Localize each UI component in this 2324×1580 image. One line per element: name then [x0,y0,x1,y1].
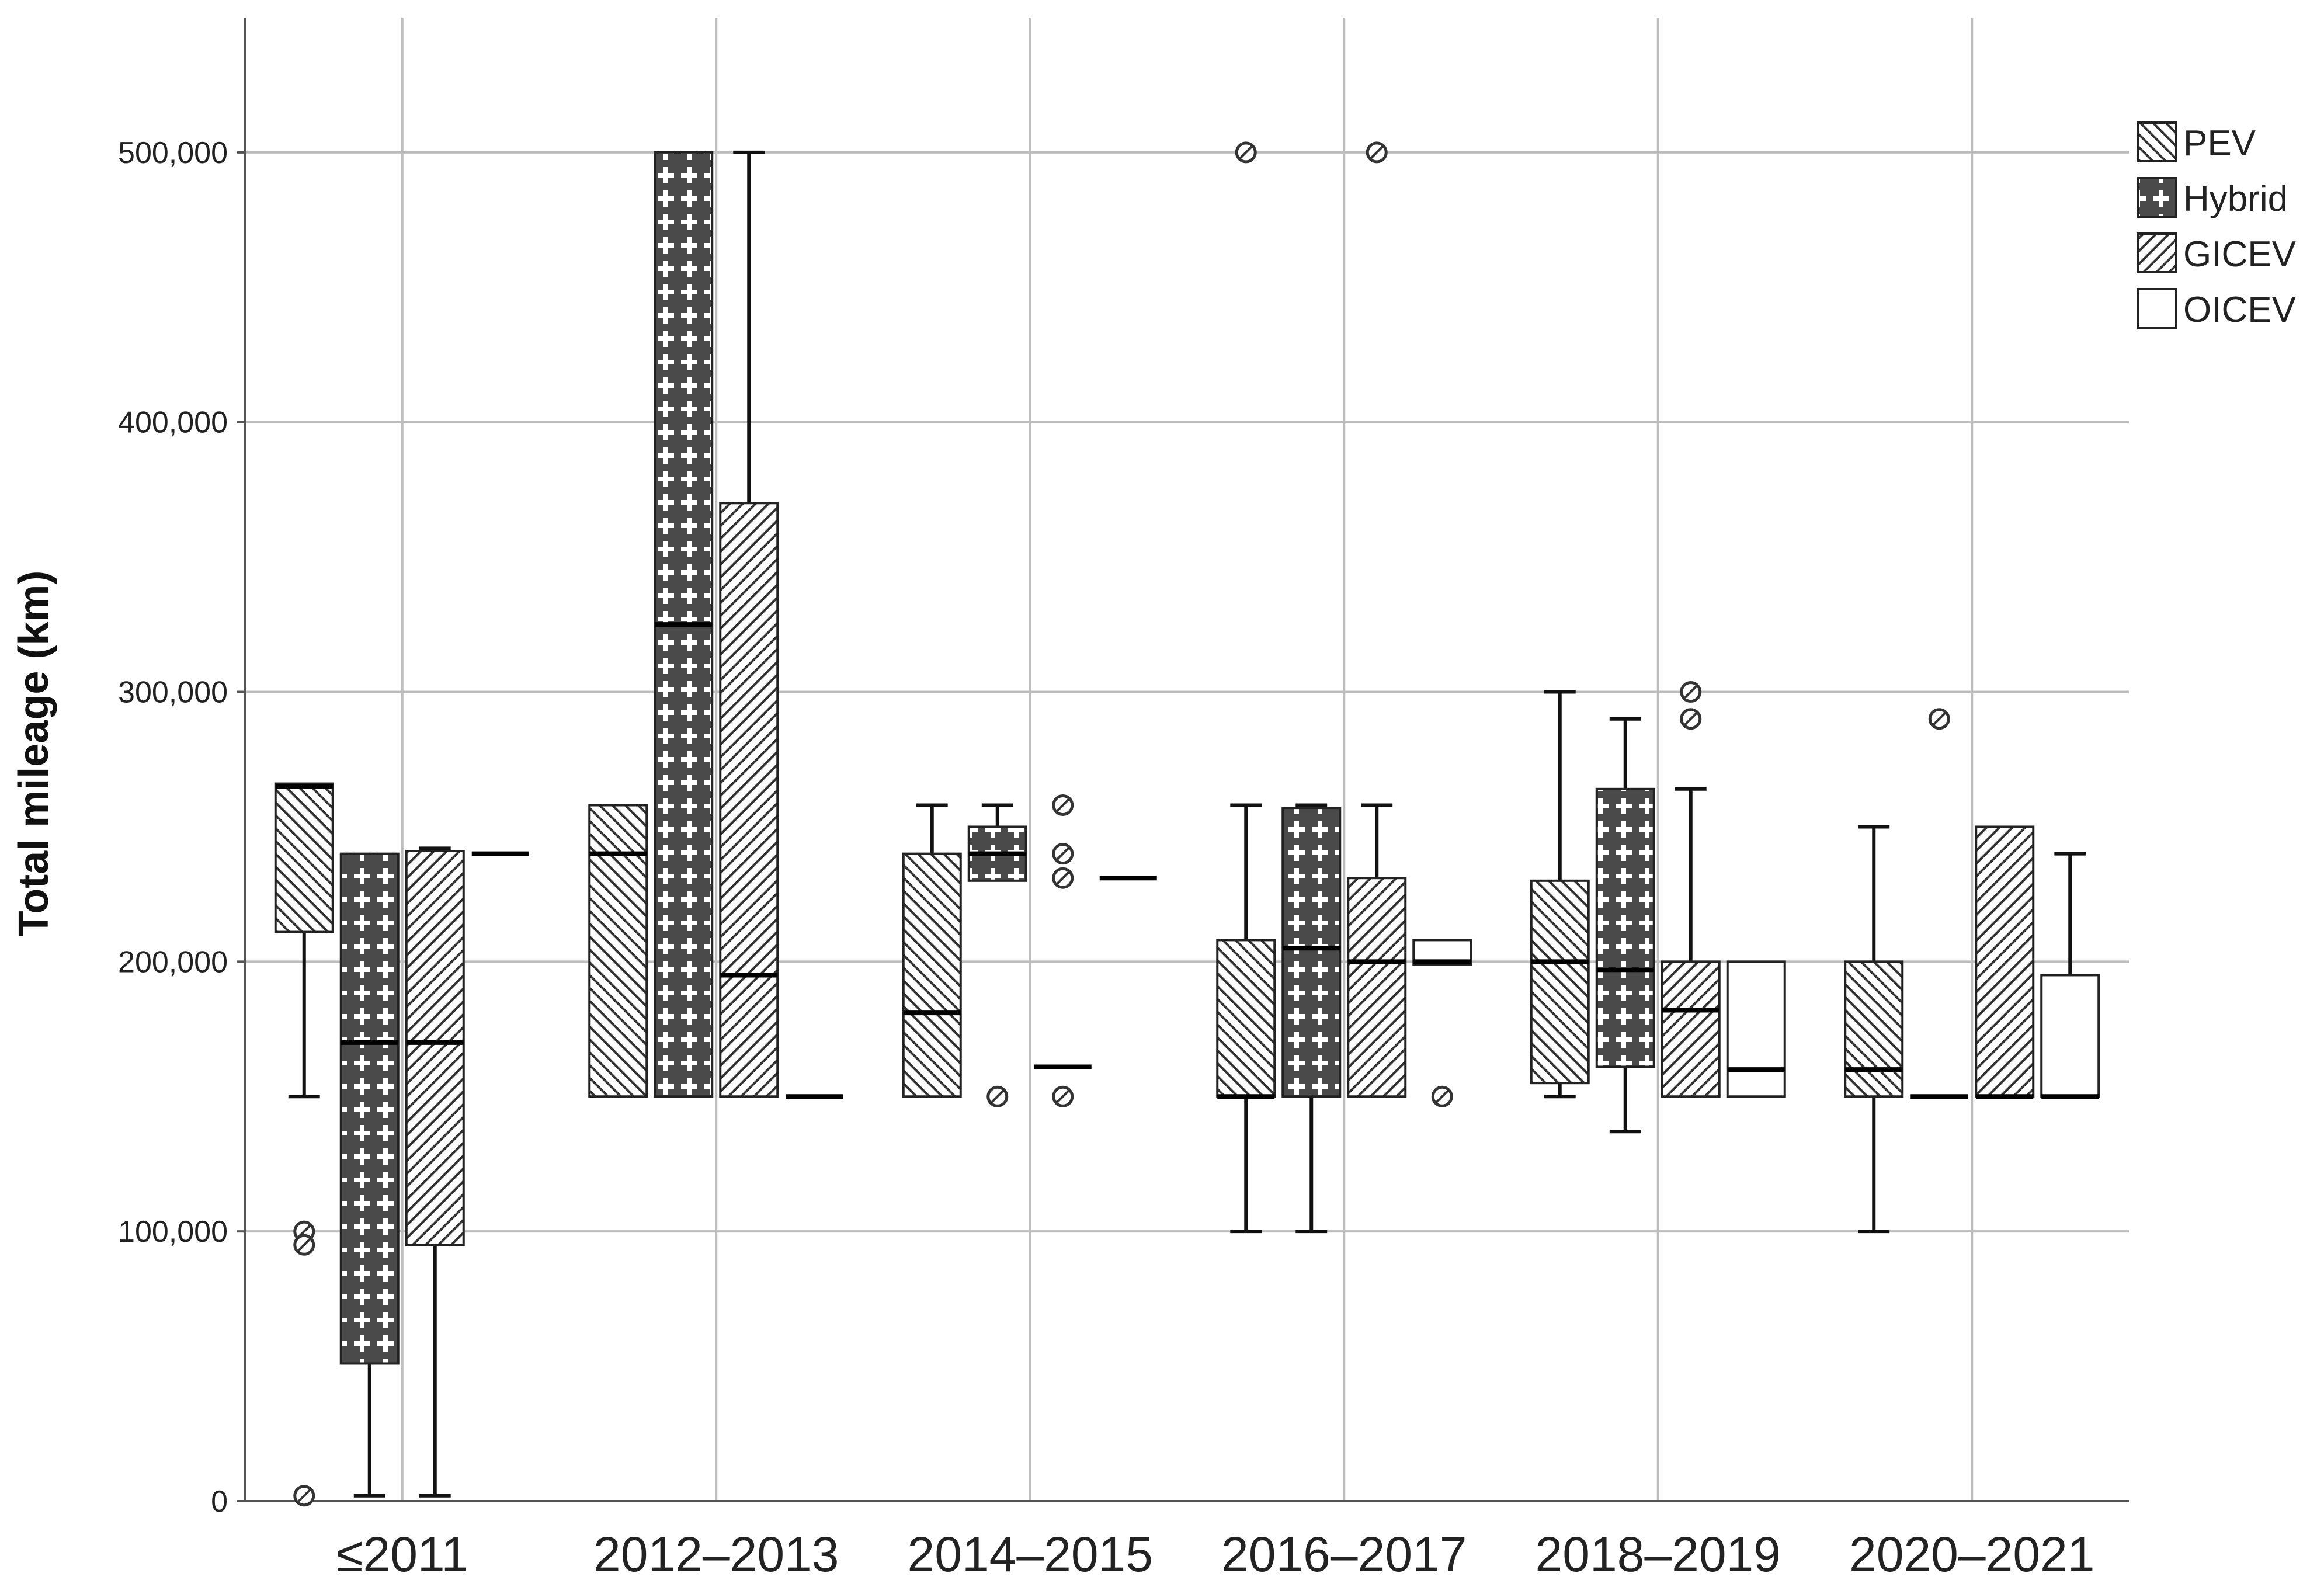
box-body [405,850,465,1246]
box-hybrid-0 [339,852,400,1498]
box-pev-5 [1844,825,1904,1234]
box-gicev-3 [1347,141,1407,1098]
box-gicev-5 [1975,825,2035,1099]
box-body [1281,807,1342,1098]
box-body [274,782,334,933]
outlier-hatch [1056,847,1070,861]
box-pev-2 [902,803,962,1098]
legend-swatch-gicev [2137,232,2177,273]
box-body [902,852,962,1098]
gridlines [237,18,2129,1502]
box-body [2040,974,2100,1098]
box-hybrid-4 [1595,717,1655,1134]
y-tick-label: 0 [211,1485,228,1519]
box-body [1975,825,2035,1098]
outlier-hatch [1370,145,1384,159]
x-tick-label: 2020–2021 [1849,1527,2094,1580]
outlier-hatch [1056,871,1070,885]
box-body [1347,877,1407,1098]
box-body [1216,939,1276,1098]
y-tick-label: 200,000 [118,945,228,979]
outlier-hatch [1239,145,1253,159]
box-gicev-1 [719,150,779,1098]
outlier-hatch [1684,685,1698,699]
legend-label-gicev: GICEV [2183,234,2297,275]
box-hybrid-2 [967,803,1027,1107]
y-axis-title: Total mileage (km) [11,571,57,937]
boxes [274,141,2100,1507]
legend-swatch-hybrid [2137,177,2177,218]
box-body [1595,787,1655,1068]
legend-label-oicev: OICEV [2183,290,2297,330]
box-hybrid-5 [1910,708,1968,1099]
box-oicev-3 [1412,939,1472,1107]
box-gicev-4 [1661,681,1721,1098]
outlier-hatch [297,1489,311,1503]
box-body [719,502,779,1098]
box-pev-0 [274,782,334,1507]
box-pev-4 [1530,690,1590,1099]
outlier-hatch [1684,712,1698,726]
axis-labels: 0 100,000 200,000 300,000 400,000 500,000 ≤201… [118,136,2094,1580]
outlier-hatch [991,1089,1005,1103]
outlier-hatch [1932,712,1946,726]
legend-label-pev: PEV [2183,123,2256,164]
box-pev-3 [1216,141,1276,1234]
y-tick-label: 500,000 [118,136,228,170]
x-tick-label: 2018–2019 [1536,1527,1781,1580]
y-tick-label: 100,000 [118,1215,228,1249]
box-oicev-4 [1726,960,1786,1098]
y-tick-label: 400,000 [118,406,228,440]
box-body [1726,960,1786,1098]
box-gicev-2 [1034,794,1092,1107]
legend-label-hybrid: Hybrid [2183,179,2288,219]
outlier-hatch [1056,1089,1070,1103]
x-tick-label: 2012–2013 [593,1527,839,1580]
box-hybrid-3 [1281,803,1342,1234]
legend-swatch-oicev [2137,288,2177,329]
box-oicev-5 [2040,852,2100,1099]
x-tick-label: 2014–2015 [908,1527,1153,1580]
outlier-hatch [297,1238,311,1252]
box-hybrid-1 [654,151,714,1098]
box-body [1844,960,1904,1098]
box-gicev-0 [405,846,465,1498]
x-tick-label: ≤2011 [336,1527,468,1580]
legend: PEV Hybrid GICEV OICEV [2137,121,2297,330]
legend-swatch-pev [2137,121,2177,162]
box-body [1530,879,1590,1085]
outlier-hatch [1056,798,1070,812]
y-tick-label: 300,000 [118,676,228,710]
x-tick-label: 2016–2017 [1221,1527,1467,1580]
box-body [1661,960,1721,1098]
box-body [588,804,648,1098]
box-body [339,852,400,1365]
outlier-hatch [1435,1089,1449,1103]
box-pev-1 [588,804,648,1098]
axes [244,18,2129,1502]
